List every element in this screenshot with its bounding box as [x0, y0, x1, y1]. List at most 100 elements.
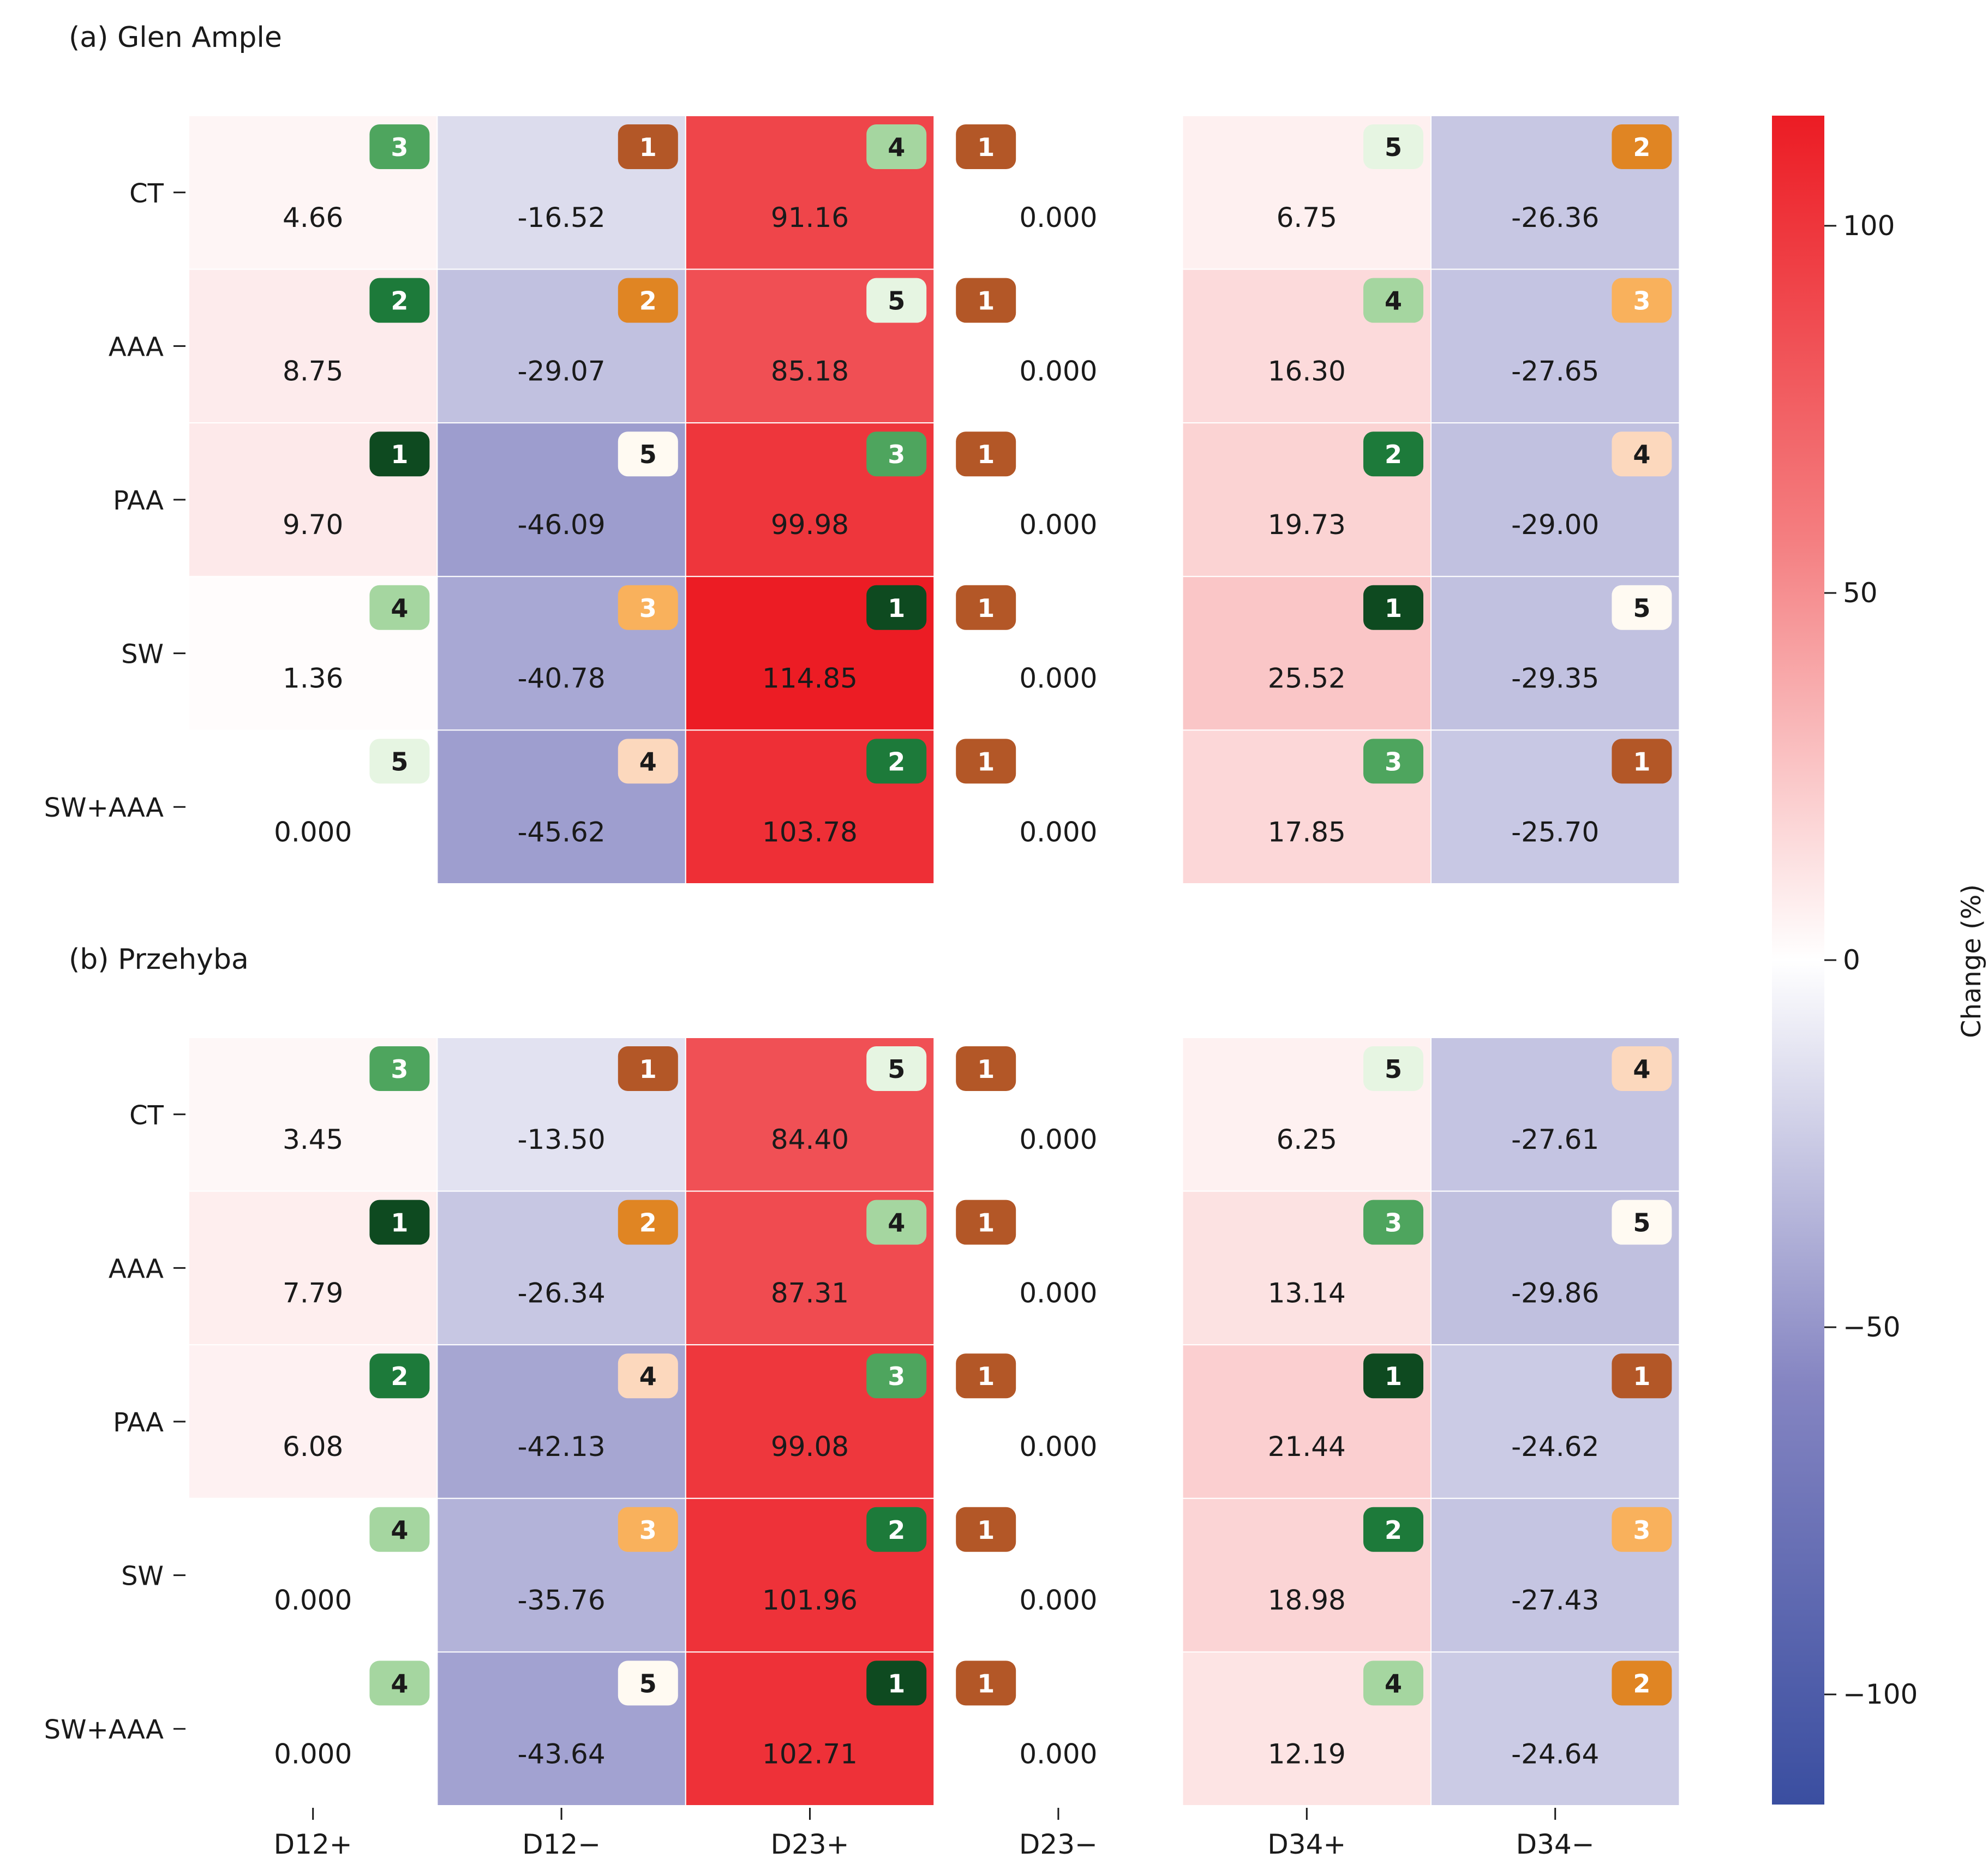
rank-badge-bg: [956, 585, 1016, 630]
rank-badge-label: 1: [888, 594, 905, 623]
rank-badge-bg: [866, 124, 927, 169]
rank-badge: 4: [1612, 1046, 1672, 1091]
cell-value: 6.75: [1277, 202, 1337, 233]
cell-value: 7.79: [283, 1277, 343, 1309]
heatmap-panel-a: CT 4.66 3 -16.52 1 91.16 4 0.000 1 6.75 5 -26.36 2 AA…: [44, 115, 1680, 885]
colorbar: 100 50 0 −50 −100 Change (%): [1772, 116, 1987, 1805]
cell-value: -29.35: [1511, 663, 1599, 694]
rank-badge-label: 4: [888, 133, 905, 162]
row-label: CT: [129, 178, 164, 209]
rank-badge-label: 3: [391, 133, 408, 162]
rank-badge-label: 4: [391, 1515, 408, 1545]
rank-badge: 1: [866, 585, 927, 630]
rank-badge: 3: [866, 1353, 927, 1399]
row-label: AAA: [109, 332, 164, 362]
rank-badge: 5: [1612, 585, 1672, 630]
cell-value: -24.64: [1511, 1738, 1599, 1770]
rank-badge: 2: [618, 1200, 678, 1245]
colorbar-gradient: [1772, 116, 1824, 1805]
rank-badge: 2: [1612, 1661, 1672, 1706]
rank-badge-bg: [369, 1200, 430, 1245]
rank-badge-bg: [618, 1046, 678, 1091]
rank-badge-bg: [1363, 278, 1423, 323]
rank-badge-label: 2: [639, 1208, 657, 1238]
rank-badge-label: 1: [977, 747, 995, 776]
rank-badge: 4: [866, 124, 927, 169]
row-label: SW+AAA: [44, 793, 164, 823]
cell-value: 0.000: [1019, 1431, 1097, 1463]
cell-value: 4.66: [283, 202, 343, 233]
cell-value: 6.08: [283, 1431, 343, 1463]
rank-badge-bg: [618, 739, 678, 784]
panel-title-b: (b) Przehyba: [69, 943, 249, 976]
rank-badge: 1: [1363, 1353, 1423, 1399]
rank-badge-label: 4: [391, 594, 408, 623]
rank-badge-bg: [866, 431, 927, 477]
rank-badge-bg: [866, 1046, 927, 1091]
colorbar-ticks: 100 50 0 −50 −100: [1824, 210, 1918, 1710]
cell-value: -40.78: [518, 663, 606, 694]
rank-badge-label: 2: [1633, 1669, 1650, 1698]
cell-value: 3.45: [283, 1124, 343, 1155]
rank-badge-bg: [369, 585, 430, 630]
rank-badge: 5: [866, 278, 927, 323]
rank-badge-label: 3: [1633, 286, 1650, 316]
cell-value: -13.50: [518, 1124, 606, 1155]
rank-badge-label: 1: [977, 1208, 995, 1238]
rank-badge-bg: [1612, 1661, 1672, 1706]
cell-value: 0.000: [1019, 1585, 1097, 1616]
cell-value: 19.73: [1268, 509, 1346, 541]
rank-badge-bg: [1363, 1200, 1423, 1245]
rank-badge-label: 4: [1385, 286, 1402, 316]
rank-badge-bg: [866, 739, 927, 784]
rank-badge: 3: [1363, 739, 1423, 784]
rank-badge-bg: [369, 1353, 430, 1399]
rank-badge: 1: [369, 431, 430, 477]
rank-badge: 3: [618, 585, 678, 630]
rank-badge: 4: [369, 1507, 430, 1552]
x-axis: D12+ D12− D23+ D23− D34+ D34−: [274, 1808, 1595, 1860]
cell-value: 87.31: [771, 1277, 849, 1309]
cell-value: 99.98: [771, 509, 849, 541]
rank-badge-label: 1: [391, 1208, 408, 1238]
rank-badge: 2: [866, 1507, 927, 1552]
cell-value: -27.43: [1511, 1585, 1599, 1616]
row-label: PAA: [113, 1407, 164, 1438]
colorbar-tick-label: −100: [1843, 1679, 1918, 1710]
rank-badge-bg: [1363, 1661, 1423, 1706]
rank-badge-label: 3: [888, 440, 905, 469]
cell-value: -46.09: [518, 509, 606, 541]
cell-value: -29.07: [518, 355, 606, 387]
cell-value: 9.70: [283, 509, 343, 541]
cell-value: 13.14: [1268, 1277, 1346, 1309]
rank-badge-label: 4: [888, 1208, 905, 1238]
rank-badge: 1: [618, 124, 678, 169]
rank-badge-bg: [956, 1353, 1016, 1399]
rank-badge: 2: [369, 1353, 430, 1399]
rank-badge-label: 1: [888, 1669, 905, 1698]
rank-badge-bg: [618, 1661, 678, 1706]
rank-badge: 4: [1363, 278, 1423, 323]
rank-badge-label: 1: [977, 286, 995, 316]
rank-badge-label: 1: [977, 594, 995, 623]
rank-badge-label: 5: [639, 440, 657, 469]
rank-badge: 1: [866, 1661, 927, 1706]
rank-badge: 3: [618, 1507, 678, 1552]
rank-badge-bg: [866, 585, 927, 630]
rank-badge-bg: [1363, 124, 1423, 169]
rank-badge-label: 1: [977, 1362, 995, 1391]
cell-value: 18.98: [1268, 1585, 1346, 1616]
rank-badge-label: 3: [888, 1362, 905, 1391]
rank-badge-bg: [369, 1507, 430, 1552]
rank-badge-bg: [1612, 1507, 1672, 1552]
rank-badge-label: 5: [888, 286, 905, 316]
x-tick-label: D23+: [770, 1829, 849, 1860]
rank-badge-bg: [1363, 739, 1423, 784]
cell-value: 21.44: [1268, 1431, 1346, 1463]
rank-badge-bg: [618, 431, 678, 477]
cell-value: 0.000: [1019, 1124, 1097, 1155]
x-tick-label: D34−: [1516, 1829, 1595, 1860]
cell-value: 103.78: [762, 816, 858, 848]
rank-badge-bg: [618, 278, 678, 323]
rank-badge-bg: [618, 1507, 678, 1552]
